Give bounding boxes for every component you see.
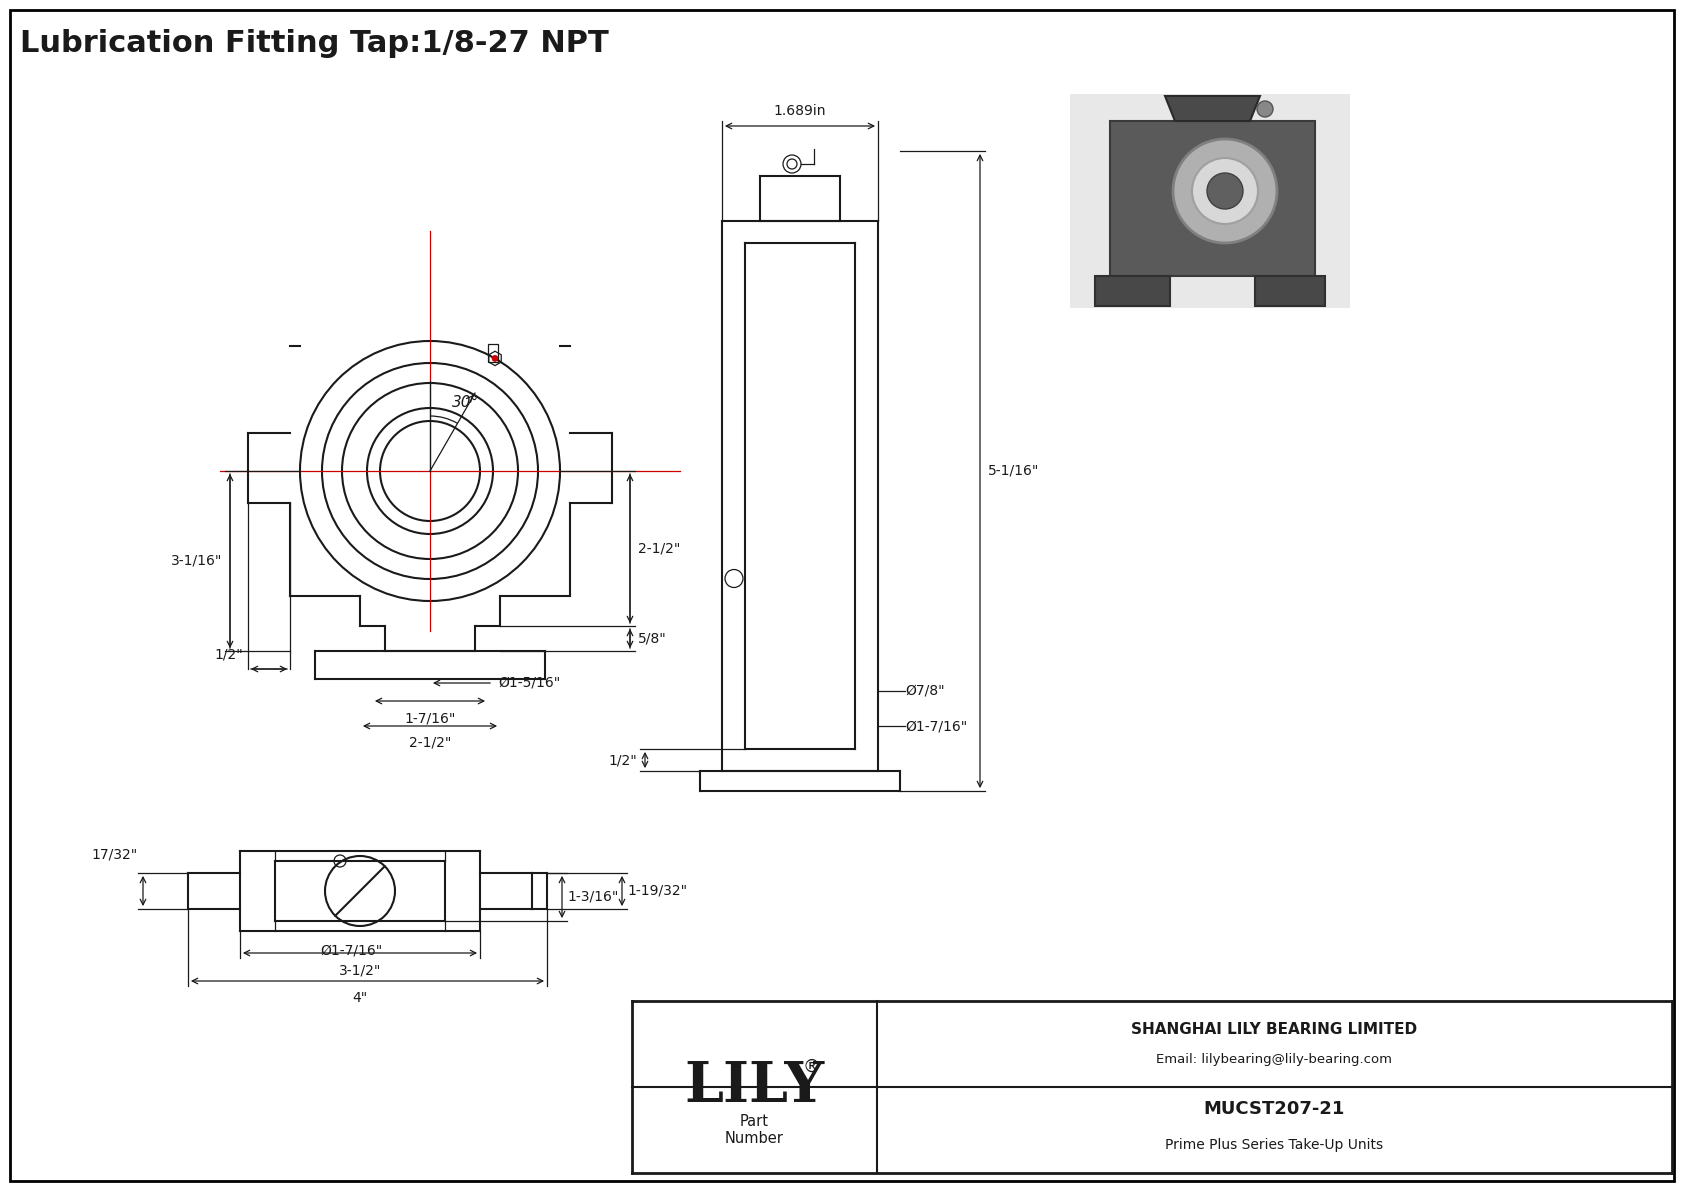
Circle shape <box>492 355 498 361</box>
Polygon shape <box>1165 96 1260 121</box>
Text: 1-7/16": 1-7/16" <box>404 711 456 725</box>
Text: ®: ® <box>803 1058 820 1075</box>
Circle shape <box>1192 158 1258 224</box>
Text: MUCST207-21: MUCST207-21 <box>1204 1100 1346 1118</box>
Text: SHANGHAI LILY BEARING LIMITED: SHANGHAI LILY BEARING LIMITED <box>1132 1022 1418 1036</box>
Text: LILY: LILY <box>684 1060 825 1115</box>
Text: 3-1/2": 3-1/2" <box>338 964 381 977</box>
Text: Email: lilybearing@lily-bearing.com: Email: lilybearing@lily-bearing.com <box>1157 1053 1393 1066</box>
Text: 30°: 30° <box>453 395 480 410</box>
Text: Ø1-7/16": Ø1-7/16" <box>904 719 967 732</box>
Text: 1.689in: 1.689in <box>773 104 827 118</box>
Text: 5/8": 5/8" <box>638 631 667 646</box>
Text: Prime Plus Series Take-Up Units: Prime Plus Series Take-Up Units <box>1165 1137 1384 1152</box>
Circle shape <box>1256 101 1273 117</box>
Polygon shape <box>1095 276 1170 306</box>
Text: 2-1/2": 2-1/2" <box>409 736 451 750</box>
Text: 4": 4" <box>352 991 367 1005</box>
Text: Ø1-5/16": Ø1-5/16" <box>498 676 561 690</box>
Text: Ø7/8": Ø7/8" <box>904 684 945 698</box>
Text: Lubrication Fitting Tap:1/8-27 NPT: Lubrication Fitting Tap:1/8-27 NPT <box>20 29 608 58</box>
Text: 5-1/16": 5-1/16" <box>989 464 1039 478</box>
Text: 2-1/2": 2-1/2" <box>638 542 680 555</box>
Text: Ø1-7/16": Ø1-7/16" <box>320 944 382 958</box>
Text: 1-3/16": 1-3/16" <box>568 890 618 904</box>
Circle shape <box>1207 173 1243 208</box>
Polygon shape <box>1110 121 1315 276</box>
Text: Part
Number: Part Number <box>726 1114 785 1146</box>
Circle shape <box>1174 139 1276 243</box>
Text: 1-19/32": 1-19/32" <box>626 884 687 898</box>
Text: 1/2": 1/2" <box>214 647 242 661</box>
Text: 1/2": 1/2" <box>608 753 637 767</box>
Text: 17/32": 17/32" <box>91 847 138 861</box>
Polygon shape <box>1069 94 1351 308</box>
Polygon shape <box>1255 276 1325 306</box>
Text: 3-1/16": 3-1/16" <box>170 554 222 568</box>
